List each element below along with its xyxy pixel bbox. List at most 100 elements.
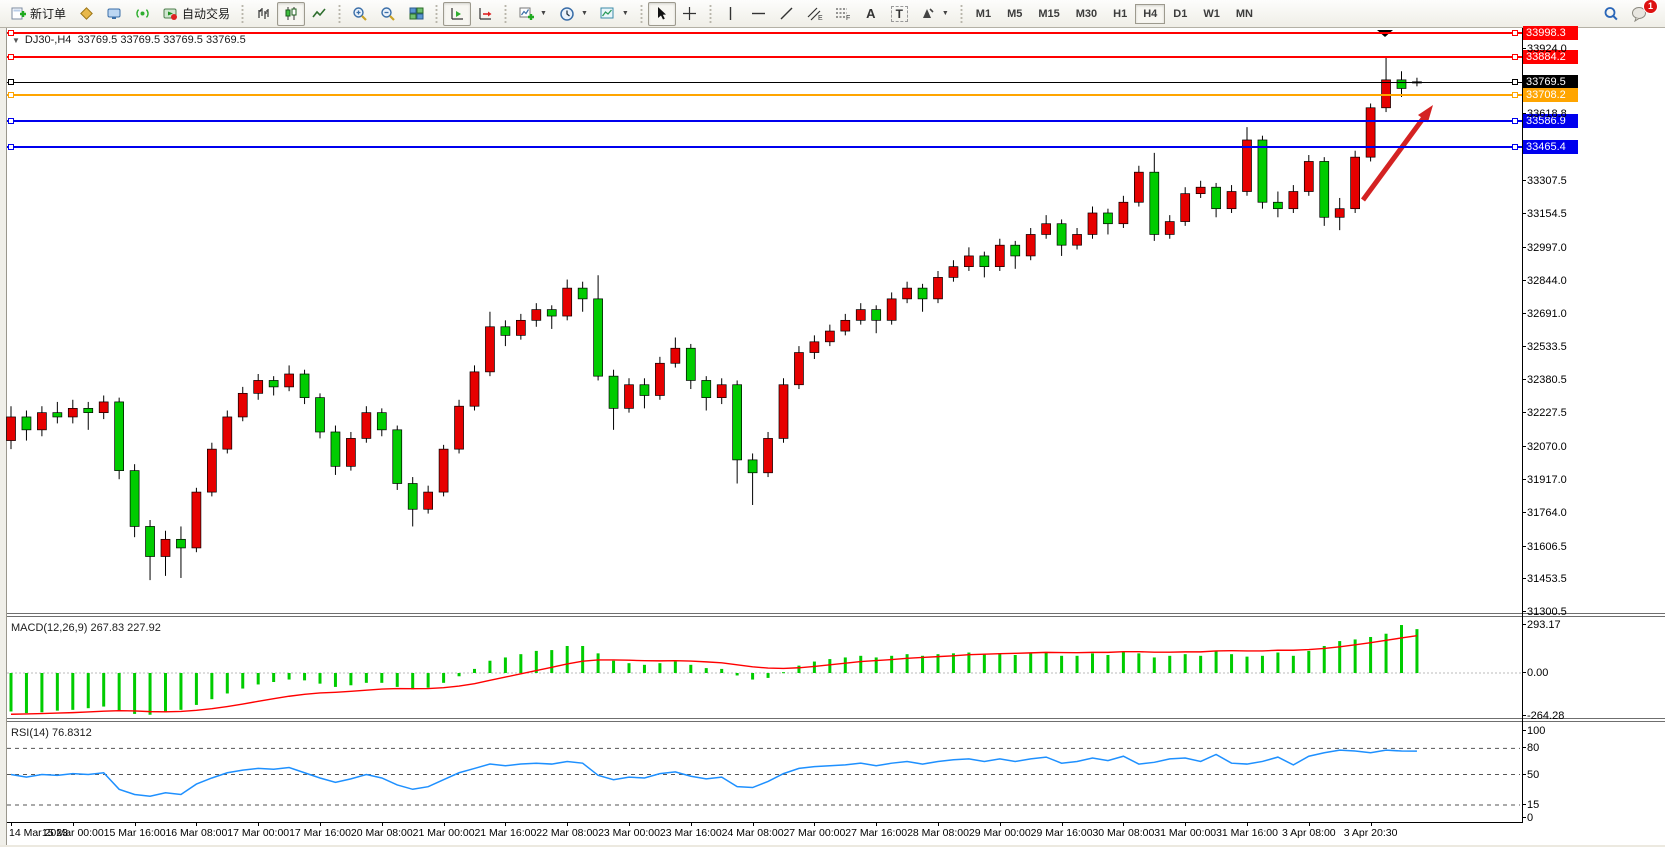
timeframe-mn[interactable]: MN [1235, 7, 1253, 20]
timeframe-h4[interactable]: H4 [1135, 3, 1166, 24]
horizontal-level-line[interactable] [7, 32, 1522, 34]
macd-histogram-bar [1013, 654, 1017, 673]
zoom-out-button[interactable] [374, 2, 402, 26]
search-button[interactable] [1597, 2, 1625, 26]
level-line-handle[interactable] [8, 30, 14, 36]
candle-body [1288, 191, 1299, 210]
candlestick-chart-icon [283, 6, 299, 22]
horizontal-level-line[interactable] [7, 94, 1522, 97]
candle-body [1350, 156, 1361, 210]
time-axis-label: 22 Mar 08:00 [536, 827, 599, 839]
time-axis-tickmark [381, 822, 383, 826]
new-order-button[interactable]: 新订单 [4, 2, 72, 26]
level-line-handle[interactable] [1512, 92, 1518, 99]
timeframe-m1[interactable]: M1 [975, 7, 992, 20]
macd-histogram-bar [843, 657, 847, 673]
current-price-line[interactable] [7, 81, 1522, 83]
panel-splitter[interactable] [7, 613, 1665, 617]
window-left-edge [0, 28, 7, 845]
macd-histogram-bar [1075, 655, 1079, 673]
templates-button[interactable]: ▼ [594, 2, 635, 26]
market-depth-button[interactable] [72, 2, 100, 26]
crosshair-button[interactable] [676, 2, 704, 26]
timeframe-d1[interactable]: D1 [1173, 7, 1188, 20]
level-line-handle[interactable] [1512, 79, 1518, 86]
periods-button[interactable]: ▼ [553, 2, 594, 26]
candlestick-chart-button[interactable] [277, 1, 306, 26]
level-line-handle[interactable] [1512, 144, 1518, 151]
chart-shift-button[interactable] [471, 2, 499, 26]
candle-body [83, 408, 94, 414]
autotrading-button[interactable]: 自动交易 [156, 2, 236, 26]
candle-body [52, 412, 63, 418]
level-line-handle[interactable] [1512, 30, 1518, 36]
candle-body [948, 266, 959, 278]
candle-body [376, 412, 387, 431]
candle-body [160, 538, 171, 557]
time-axis-tickmark [1123, 822, 1125, 826]
chevron-down-icon: ▼ [540, 10, 547, 17]
horizontal-line-button[interactable] [745, 2, 773, 26]
macd-indicator-panel[interactable] [7, 618, 1522, 718]
timeframe-m15[interactable]: M15 [1038, 7, 1060, 20]
cursor-button[interactable] [647, 1, 676, 26]
macd-histogram-bar [1307, 650, 1311, 673]
time-axis-tickmark [258, 822, 260, 826]
candle-body [732, 384, 743, 461]
timeframe-m5[interactable]: M5 [1007, 7, 1023, 20]
level-line-handle[interactable] [8, 118, 14, 125]
zoom-in-button[interactable] [346, 2, 374, 26]
candle-body [1226, 191, 1237, 210]
bar-chart-button[interactable] [249, 2, 277, 26]
line-chart-button[interactable] [305, 2, 333, 26]
vertical-line-button[interactable] [717, 2, 745, 26]
level-line-handle[interactable] [8, 144, 14, 151]
candle-body [191, 491, 202, 549]
macd-histogram-bar [1029, 653, 1033, 673]
signals-button[interactable] [128, 2, 156, 26]
equidistant-channel-button[interactable]: E [801, 2, 829, 26]
tile-windows-button[interactable] [402, 2, 430, 26]
y-axis-tick: 33307.5 [1522, 175, 1567, 188]
fibonacci-button[interactable]: F [829, 2, 857, 26]
level-line-handle[interactable] [8, 54, 14, 61]
macd-histogram-bar [1276, 652, 1280, 673]
trendline-button[interactable] [773, 2, 801, 26]
text-label-button[interactable]: T [885, 2, 914, 26]
level-line-handle[interactable] [8, 79, 14, 86]
arrows-tool-icon [920, 6, 936, 22]
rsi-indicator-panel[interactable] [7, 723, 1522, 822]
horizontal-level-line[interactable] [7, 120, 1522, 123]
collapse-triangle-icon[interactable]: ▼ [12, 36, 20, 45]
macd-histogram-bar [86, 673, 90, 709]
timeframe-m30[interactable]: M30 [1075, 7, 1098, 20]
timeframe-h1[interactable]: H1 [1113, 7, 1128, 20]
macd-histogram-bar [1199, 655, 1203, 673]
y-axis-tick: 32533.5 [1522, 341, 1567, 354]
timeframe-w1[interactable]: W1 [1203, 7, 1220, 20]
level-line-handle[interactable] [1512, 118, 1518, 125]
horizontal-level-line[interactable] [7, 146, 1522, 149]
notifications-button[interactable]: 1 [1625, 0, 1658, 26]
text-tool-button[interactable]: A [857, 2, 885, 26]
panel-splitter[interactable] [7, 718, 1665, 722]
zoom-in-icon [352, 6, 368, 22]
level-line-handle[interactable] [1512, 54, 1518, 61]
candle-body [253, 380, 264, 394]
arrows-tool-button[interactable]: ▼ [914, 2, 955, 26]
main-price-chart[interactable] [6, 28, 1522, 614]
macd-histogram-bar [720, 668, 724, 673]
macd-histogram-bar [1044, 652, 1048, 673]
horizontal-level-line[interactable] [7, 56, 1522, 59]
mql5-community-button[interactable] [100, 2, 128, 26]
candle-body [1319, 161, 1330, 218]
candle-body [1041, 223, 1052, 235]
auto-scroll-button[interactable] [443, 1, 472, 26]
time-axis-label: 16 Mar 08:00 [165, 827, 228, 839]
indicators-button[interactable]: ▼ [512, 2, 553, 26]
bar-chart-icon [255, 6, 271, 22]
level-line-handle[interactable] [8, 92, 14, 99]
toolbar-grip [707, 3, 713, 24]
candle-body [1334, 208, 1345, 218]
annotation-arrow[interactable] [1360, 109, 1431, 202]
